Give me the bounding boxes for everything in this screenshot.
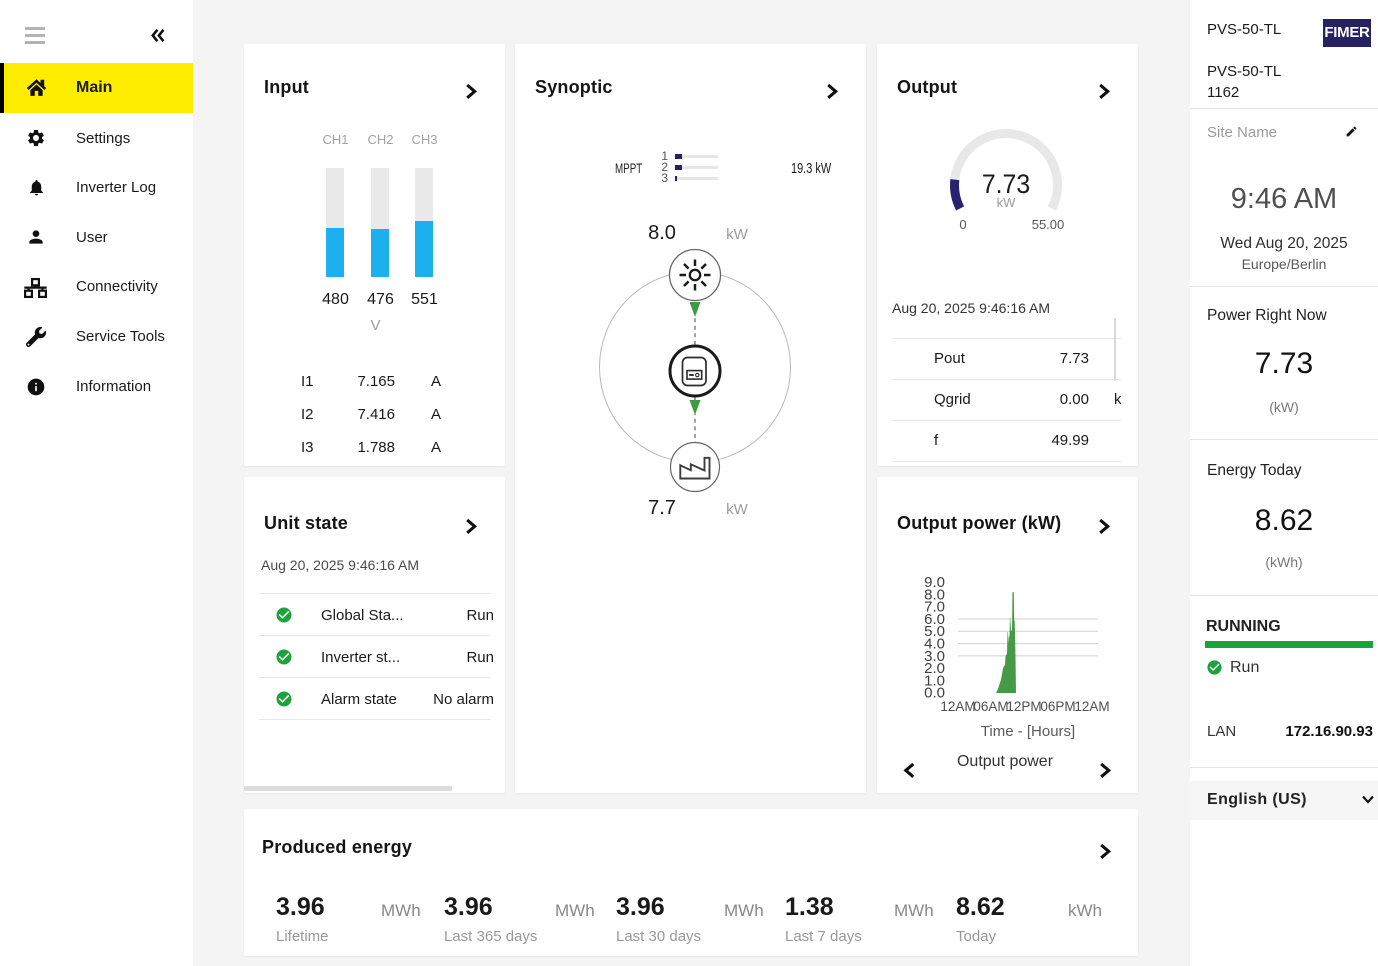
svg-text:12AM: 12AM — [1074, 699, 1109, 714]
svg-text:4.0: 4.0 — [924, 636, 945, 653]
svg-text:12AM: 12AM — [940, 699, 975, 714]
svg-text:0.0: 0.0 — [924, 685, 945, 702]
svg-text:6.0: 6.0 — [924, 611, 945, 628]
svg-text:9.0: 9.0 — [924, 574, 945, 591]
svg-text:3.0: 3.0 — [924, 648, 945, 665]
svg-text:2.0: 2.0 — [924, 660, 945, 677]
svg-text:7.0: 7.0 — [924, 599, 945, 616]
svg-text:06PM: 06PM — [1040, 699, 1075, 714]
svg-text:1.0: 1.0 — [924, 672, 945, 689]
svg-text:06AM: 06AM — [973, 699, 1008, 714]
svg-text:12PM: 12PM — [1006, 699, 1041, 714]
svg-text:5.0: 5.0 — [924, 623, 945, 640]
svg-text:8.0: 8.0 — [924, 586, 945, 603]
